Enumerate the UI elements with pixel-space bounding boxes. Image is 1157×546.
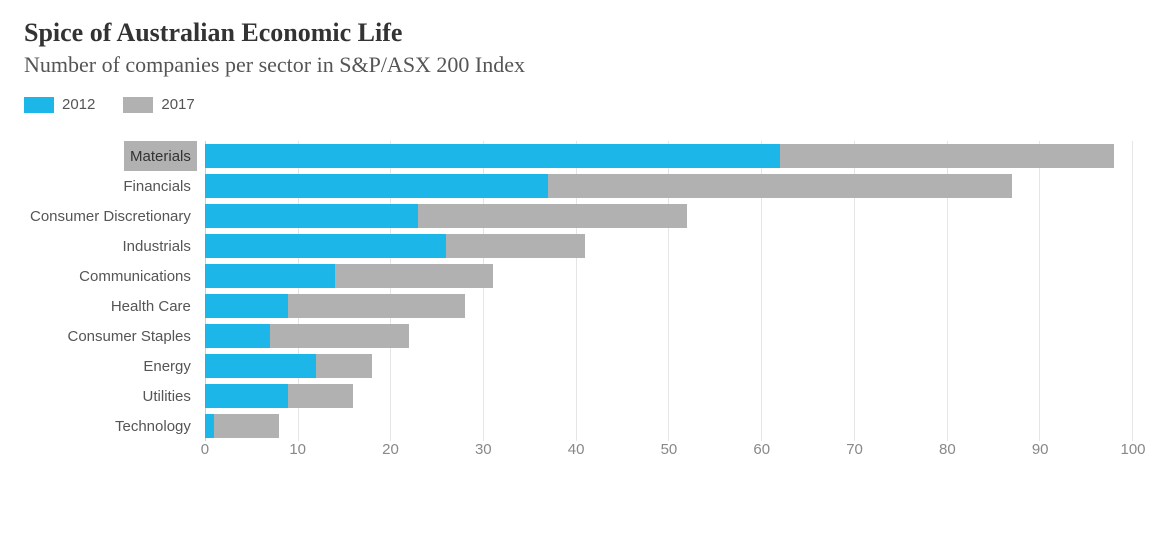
bar-segment <box>205 384 289 408</box>
legend-item-2017: 2017 <box>123 96 194 113</box>
bar-segment <box>205 324 270 348</box>
y-label: Communications <box>73 261 197 291</box>
bar-row <box>205 411 1133 441</box>
chart: MaterialsFinancialsConsumer Discretionar… <box>24 141 1133 463</box>
y-label: Consumer Staples <box>61 321 196 351</box>
x-tick: 30 <box>475 441 492 458</box>
x-tick: 20 <box>382 441 399 458</box>
bar-segment <box>316 354 372 378</box>
x-tick: 80 <box>939 441 956 458</box>
legend-label-2017: 2017 <box>161 96 194 113</box>
legend-item-2012: 2012 <box>24 96 95 113</box>
bar-segment <box>214 414 279 438</box>
bar-row <box>205 291 1133 321</box>
bar-segment <box>205 354 316 378</box>
bar-segment <box>548 174 1012 198</box>
bar-row <box>205 171 1133 201</box>
y-label: Utilities <box>137 381 197 411</box>
x-tick: 70 <box>846 441 863 458</box>
y-label: Energy <box>137 351 197 381</box>
bar-segment <box>335 264 493 288</box>
bar-segment <box>205 234 446 258</box>
bar-segment <box>205 414 214 438</box>
bar-segment <box>288 384 353 408</box>
bar-segment <box>418 204 687 228</box>
x-tick: 40 <box>568 441 585 458</box>
bar-segment <box>205 264 335 288</box>
legend-label-2012: 2012 <box>62 96 95 113</box>
x-tick: 60 <box>753 441 770 458</box>
y-label: Consumer Discretionary <box>24 201 197 231</box>
bar-segment <box>205 294 289 318</box>
plot-area: 0102030405060708090100 <box>205 141 1133 463</box>
x-tick: 90 <box>1032 441 1049 458</box>
bar-row <box>205 351 1133 381</box>
legend-swatch-2012 <box>24 97 54 113</box>
bars-container <box>205 141 1133 441</box>
legend-swatch-2017 <box>123 97 153 113</box>
y-label: Health Care <box>105 291 197 321</box>
bar-segment <box>205 204 418 228</box>
x-axis: 0102030405060708090100 <box>205 441 1133 463</box>
bar-segment <box>205 174 548 198</box>
bar-row <box>205 201 1133 231</box>
y-label: Financials <box>117 171 197 201</box>
bar-segment <box>446 234 585 258</box>
chart-subtitle: Number of companies per sector in S&P/AS… <box>24 52 1133 78</box>
y-label: Technology <box>109 411 197 441</box>
bar-segment <box>288 294 464 318</box>
bar-row <box>205 381 1133 411</box>
y-label: Materials <box>124 141 197 171</box>
legend: 2012 2017 <box>24 96 1133 113</box>
bar-segment <box>205 144 780 168</box>
bar-row <box>205 321 1133 351</box>
x-tick: 100 <box>1120 441 1145 458</box>
x-tick: 0 <box>201 441 209 458</box>
bar-row <box>205 231 1133 261</box>
bar-segment <box>780 144 1114 168</box>
y-label: Industrials <box>117 231 197 261</box>
bar-row <box>205 141 1133 171</box>
x-tick: 50 <box>661 441 678 458</box>
bar-row <box>205 261 1133 291</box>
chart-title: Spice of Australian Economic Life <box>24 18 1133 48</box>
x-tick: 10 <box>289 441 306 458</box>
bar-segment <box>270 324 409 348</box>
y-axis-labels: MaterialsFinancialsConsumer Discretionar… <box>24 141 205 463</box>
